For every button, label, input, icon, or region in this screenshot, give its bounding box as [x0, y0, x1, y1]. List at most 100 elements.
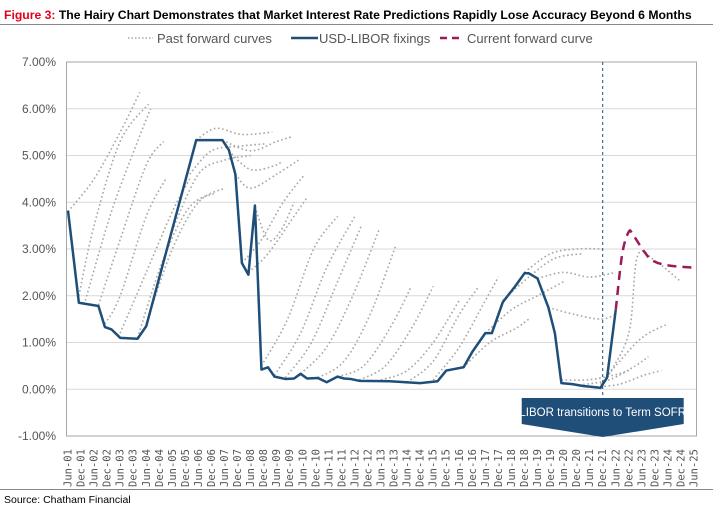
- past-forward-curve: [254, 201, 295, 242]
- y-tick-label: 2.00%: [22, 289, 56, 303]
- current-forward-curve-line: [614, 229, 695, 310]
- past-forward-curve: [502, 252, 584, 302]
- x-tick-label: Jun-09: [271, 449, 283, 487]
- past-forward-curve: [606, 250, 682, 378]
- x-tick-label: Dec-24: [675, 449, 687, 487]
- x-tick-label: Dec-09: [284, 449, 296, 487]
- x-tick-label: Dec-10: [310, 449, 322, 487]
- past-forward-curve: [273, 215, 356, 376]
- past-forward-curve: [234, 159, 299, 190]
- y-tick-label: 6.00%: [22, 102, 56, 116]
- past-forward-curve: [358, 286, 434, 381]
- past-forward-curve: [406, 285, 480, 383]
- x-tick-label: Jun-06: [193, 449, 205, 487]
- x-tick-label: Jun-17: [480, 449, 492, 487]
- x-tick-label: Dec-05: [180, 449, 192, 487]
- source-divider: [0, 489, 713, 490]
- transition-annotation: LIBOR transitions to Term SOFR: [519, 398, 686, 437]
- past-forward-curve: [380, 300, 460, 381]
- past-forward-curve: [67, 92, 141, 213]
- figure-title: Figure 3: The Hairy Chart Demonstrates t…: [4, 8, 692, 22]
- x-tick-label: Dec-11: [336, 449, 348, 487]
- x-tick-label: Jun-14: [402, 449, 414, 487]
- x-tick-label: Jun-19: [532, 449, 544, 487]
- x-tick-label: Jun-13: [376, 449, 388, 487]
- figure-number: Figure 3:: [4, 8, 56, 22]
- past-forward-curve: [97, 140, 165, 306]
- past-forward-curve: [523, 247, 603, 274]
- y-tick-label: 1.00%: [22, 336, 56, 350]
- x-tick-label: Jun-23: [636, 449, 648, 487]
- past-forward-curve: [337, 286, 413, 378]
- y-axis-ticks: 7.00% 6.00% 5.00% 4.00% 3.00% 2.00% 1.00% 0.00%…: [18, 55, 56, 443]
- x-tick-label: Dec-19: [545, 449, 557, 487]
- y-tick-label: -1.00%: [18, 429, 56, 443]
- past-forward-curve: [171, 154, 251, 231]
- past-forward-curve: [189, 143, 266, 175]
- x-tick-label: Jun-04: [141, 449, 153, 487]
- x-tick-label: Jun-20: [558, 449, 570, 487]
- x-tick-label: Jun-15: [428, 449, 440, 487]
- y-tick-label: 5.00%: [22, 149, 56, 163]
- past-forward-curve: [463, 318, 530, 368]
- plot-border: [66, 61, 697, 437]
- x-tick-label: Jun-03: [115, 449, 127, 487]
- x-tick-label: Dec-18: [519, 449, 531, 487]
- x-tick-label: Dec-20: [571, 449, 583, 487]
- annotation-label: LIBOR transitions to Term SOFR: [519, 407, 686, 419]
- gridlines: [66, 108, 697, 390]
- past-forward-curve: [195, 127, 273, 141]
- past-forward-curve: [537, 271, 616, 280]
- x-tick-label: Dec-13: [389, 449, 401, 487]
- x-tick-label: Dec-15: [441, 449, 453, 487]
- x-tick-label: Dec-07: [232, 449, 244, 487]
- y-tick-label: 3.00%: [22, 242, 56, 256]
- legend: Past forward curves USD-LIBOR fixings Cu…: [128, 31, 593, 46]
- past-forward-curve: [260, 215, 339, 367]
- x-tick-label: Dec-17: [493, 449, 505, 487]
- annotation-callout: [521, 398, 684, 437]
- x-tick-label: Jun-25: [689, 449, 701, 487]
- x-tick-label: Jun-05: [167, 449, 179, 487]
- past-forward-curve: [228, 150, 282, 171]
- past-forward-curve: [222, 136, 293, 152]
- legend-label-current: Current forward curve: [467, 31, 593, 46]
- x-tick-label: Jun-11: [323, 449, 335, 487]
- y-tick-label: 0.00%: [22, 382, 56, 396]
- x-tick-label: Dec-02: [102, 449, 114, 487]
- past-forward-curves: [67, 92, 682, 388]
- x-tick-label: Jun-16: [454, 449, 466, 487]
- x-tick-label: Dec-06: [206, 449, 218, 487]
- past-forward-curve: [300, 230, 380, 375]
- libor-fixings-line: [66, 138, 617, 390]
- x-tick-label: Jun-10: [297, 449, 309, 487]
- y-tick-label: 4.00%: [22, 195, 56, 209]
- past-forward-curve: [241, 173, 306, 264]
- x-tick-label: Jun-01: [63, 449, 75, 487]
- x-axis-ticks: Jun-01 Dec-01 Jun-02 Dec-02 Jun-03 Dec-03 Jun-…: [63, 449, 701, 487]
- legend-label-libor: USD-LIBOR fixings: [319, 31, 431, 46]
- x-tick-label: Dec-14: [415, 449, 427, 487]
- x-tick-label: Dec-03: [128, 449, 140, 487]
- x-tick-label: Dec-04: [154, 449, 166, 487]
- x-tick-label: Jun-24: [662, 449, 674, 487]
- figure-title-text: The Hairy Chart Demonstrates that Market…: [58, 8, 692, 22]
- past-forward-curve: [484, 281, 564, 334]
- x-tick-label: Dec-23: [649, 449, 661, 487]
- y-tick-label: 7.00%: [22, 55, 56, 69]
- x-tick-label: Jun-07: [219, 449, 231, 487]
- x-tick-label: Jun-02: [89, 449, 101, 487]
- x-tick-label: Dec-22: [623, 449, 635, 487]
- x-tick-label: Dec-08: [258, 449, 270, 487]
- past-forward-curve: [119, 178, 191, 334]
- x-tick-label: Jun-21: [584, 449, 596, 487]
- past-forward-curve: [432, 276, 500, 381]
- x-tick-label: Dec-16: [467, 449, 479, 487]
- past-forward-curve: [104, 178, 167, 325]
- source-note: Source: Chatham Financial: [4, 494, 131, 506]
- x-tick-label: Jun-22: [610, 449, 622, 487]
- x-tick-label: Dec-21: [597, 449, 609, 487]
- x-tick-label: Dec-12: [362, 449, 374, 487]
- past-forward-curve: [145, 187, 225, 325]
- past-forward-curve: [317, 244, 397, 379]
